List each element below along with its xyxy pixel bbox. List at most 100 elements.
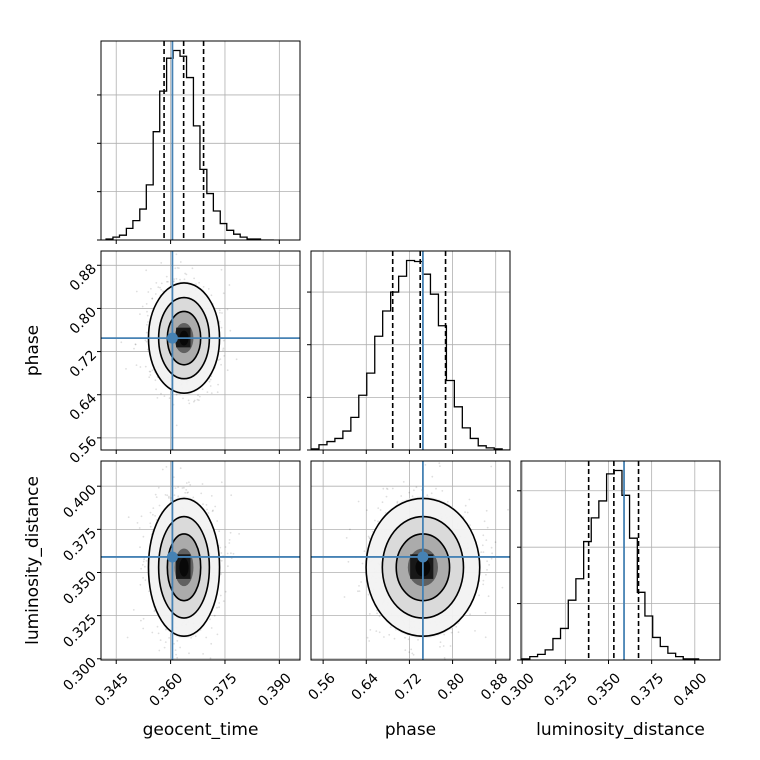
sample-point — [218, 530, 221, 533]
sample-point — [187, 491, 190, 494]
sample-point — [507, 508, 509, 511]
contour-line — [166, 533, 202, 602]
sample-point — [163, 646, 166, 649]
sample-point — [226, 369, 229, 372]
sample-point — [466, 511, 469, 514]
sample-point — [132, 609, 135, 611]
sample-point — [174, 267, 177, 270]
sample-point — [488, 564, 490, 566]
sample-point — [176, 267, 179, 269]
sample-point — [153, 610, 156, 613]
sample-point — [235, 358, 238, 361]
sample-point — [229, 329, 232, 332]
x-tick-label: 0.80 — [435, 670, 468, 703]
sample-point — [408, 651, 411, 654]
sample-point — [157, 486, 160, 489]
sample-point — [144, 565, 146, 568]
sample-point — [482, 579, 485, 582]
sample-point — [449, 645, 452, 647]
sample-point — [220, 559, 223, 562]
sample-point — [481, 544, 484, 547]
sample-point — [431, 475, 434, 478]
sample-point — [198, 395, 201, 398]
sample-point — [153, 609, 156, 611]
sample-point — [441, 490, 444, 492]
sample-point — [222, 349, 224, 351]
x-tick-label: 0.360 — [147, 670, 187, 710]
sample-point — [216, 606, 218, 609]
sample-point — [134, 343, 137, 346]
sample-point — [145, 303, 148, 305]
sample-point — [144, 339, 147, 342]
x-tick-label: 0.390 — [255, 670, 295, 710]
sample-point — [220, 573, 223, 575]
sample-point — [486, 569, 488, 571]
sample-point — [389, 626, 392, 628]
sample-point — [222, 339, 225, 342]
sample-point — [220, 363, 223, 366]
sample-point — [382, 487, 385, 490]
sample-point — [139, 313, 141, 315]
sample-point — [224, 546, 227, 548]
sample-point — [152, 507, 155, 509]
sample-point — [218, 320, 221, 323]
sample-point — [145, 331, 148, 334]
sample-point — [218, 602, 221, 604]
sample-point — [438, 462, 441, 465]
sample-point — [161, 468, 164, 471]
x-tick-label: 0.64 — [349, 670, 382, 703]
sample-point — [383, 636, 385, 638]
sample-point — [210, 294, 213, 297]
y-axis-title-luminosity_distance: luminosity_distance — [23, 476, 43, 645]
sample-point — [230, 552, 232, 555]
sample-point — [142, 577, 145, 579]
y-tick-label: 0.350 — [60, 568, 100, 608]
sample-point — [220, 326, 223, 329]
sample-point — [400, 495, 403, 497]
sample-point — [361, 562, 364, 565]
sample-point — [179, 278, 181, 281]
sample-point — [207, 512, 210, 514]
sample-point — [443, 633, 446, 636]
sample-point — [135, 290, 138, 293]
sample-point — [411, 652, 414, 655]
sample-point — [142, 627, 145, 630]
sample-point — [127, 516, 130, 519]
sample-point — [201, 483, 204, 485]
sample-point — [174, 649, 177, 651]
sample-point — [176, 640, 179, 642]
sample-point — [358, 590, 361, 592]
histogram-phase — [311, 259, 510, 450]
sample-point — [196, 398, 199, 401]
sample-point — [379, 509, 382, 511]
sample-point — [145, 269, 148, 272]
sample-point — [192, 496, 195, 499]
sample-point — [155, 388, 158, 391]
sample-point — [367, 593, 370, 596]
sample-point — [202, 286, 205, 288]
sample-point — [464, 504, 467, 507]
sample-point — [213, 614, 216, 617]
sample-point — [376, 612, 378, 615]
sample-point — [168, 497, 170, 499]
sample-point — [168, 397, 171, 399]
sample-point — [442, 645, 445, 647]
sample-point — [214, 505, 217, 508]
panel-hist-phase — [307, 250, 511, 451]
sample-point — [490, 557, 493, 560]
sample-point — [168, 637, 171, 639]
sample-point — [411, 495, 414, 498]
sample-point — [190, 637, 193, 639]
sample-point — [142, 617, 145, 620]
density-area — [311, 461, 510, 660]
sample-point — [193, 400, 195, 403]
sample-point — [177, 486, 180, 488]
sample-point — [210, 392, 213, 394]
sample-point — [149, 370, 152, 373]
sample-point — [160, 392, 162, 395]
sample-point — [216, 520, 219, 522]
sample-point — [368, 536, 371, 539]
sample-point — [357, 500, 360, 503]
sample-point — [232, 552, 235, 555]
